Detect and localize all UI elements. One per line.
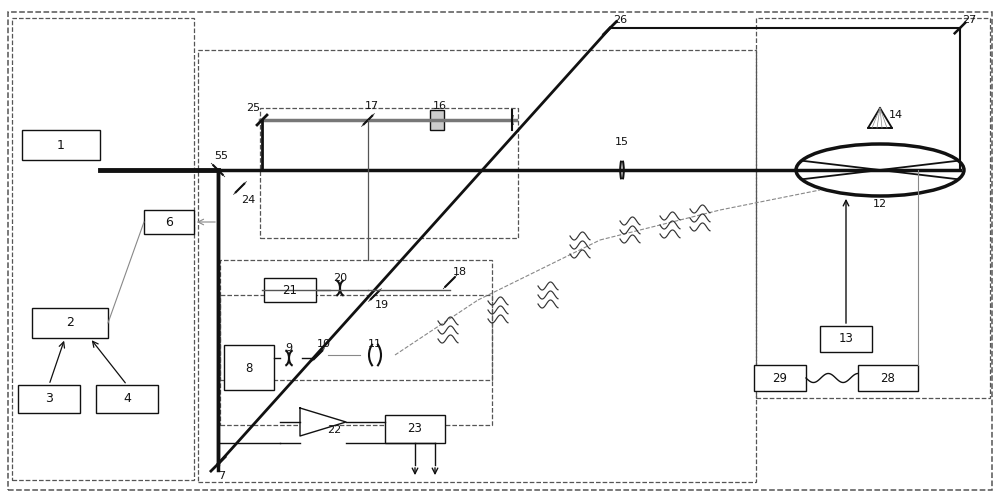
Text: 13: 13 bbox=[839, 333, 853, 346]
Bar bbox=[385, 415, 445, 443]
Text: 17: 17 bbox=[365, 101, 379, 111]
Text: 1: 1 bbox=[57, 138, 65, 151]
Text: 10: 10 bbox=[317, 339, 331, 349]
Text: 5: 5 bbox=[214, 151, 222, 161]
Text: 25: 25 bbox=[246, 103, 260, 113]
Text: 7: 7 bbox=[218, 471, 226, 481]
Text: 28: 28 bbox=[881, 372, 895, 384]
Bar bbox=[756, 18, 990, 398]
Bar bbox=[32, 308, 108, 338]
Bar bbox=[220, 260, 492, 380]
Bar bbox=[754, 365, 806, 391]
Text: 5: 5 bbox=[220, 151, 228, 161]
Polygon shape bbox=[300, 408, 346, 436]
Text: 26: 26 bbox=[613, 15, 627, 25]
Text: 18: 18 bbox=[453, 267, 467, 277]
Text: 12: 12 bbox=[873, 199, 887, 209]
Bar bbox=[820, 326, 872, 352]
Bar bbox=[198, 50, 756, 482]
Bar bbox=[430, 110, 444, 130]
Text: 3: 3 bbox=[45, 392, 53, 405]
Bar bbox=[220, 295, 492, 425]
Bar bbox=[18, 385, 80, 413]
Text: 24: 24 bbox=[241, 195, 255, 205]
Bar bbox=[144, 210, 194, 234]
Bar bbox=[22, 130, 100, 160]
Text: 4: 4 bbox=[123, 392, 131, 405]
Text: 29: 29 bbox=[772, 372, 788, 384]
Text: 27: 27 bbox=[962, 15, 976, 25]
Text: 19: 19 bbox=[375, 300, 389, 310]
Text: 21: 21 bbox=[283, 284, 298, 297]
Bar bbox=[260, 108, 518, 238]
Text: 20: 20 bbox=[333, 273, 347, 283]
Bar bbox=[858, 365, 918, 391]
Text: 23: 23 bbox=[408, 422, 422, 435]
Text: 14: 14 bbox=[889, 110, 903, 120]
Bar bbox=[264, 278, 316, 302]
Text: 22: 22 bbox=[327, 425, 341, 435]
Text: 9: 9 bbox=[285, 343, 293, 353]
Text: 16: 16 bbox=[433, 101, 447, 111]
Bar bbox=[12, 18, 194, 480]
Bar bbox=[224, 345, 274, 390]
Text: 8: 8 bbox=[245, 362, 253, 375]
Bar bbox=[96, 385, 158, 413]
Text: 2: 2 bbox=[66, 317, 74, 330]
Text: 11: 11 bbox=[368, 339, 382, 349]
Text: 15: 15 bbox=[615, 137, 629, 147]
Text: 6: 6 bbox=[165, 215, 173, 228]
